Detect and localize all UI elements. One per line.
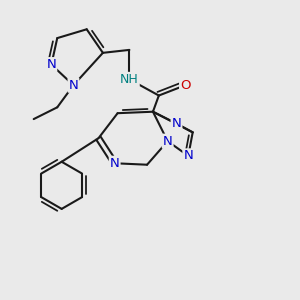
Text: N: N <box>183 149 193 162</box>
Text: N: N <box>163 135 172 148</box>
Text: N: N <box>46 58 56 71</box>
Text: N: N <box>172 117 182 130</box>
Text: NH: NH <box>120 73 139 86</box>
Text: O: O <box>180 79 190 92</box>
Text: N: N <box>110 157 119 170</box>
Text: N: N <box>69 79 78 92</box>
